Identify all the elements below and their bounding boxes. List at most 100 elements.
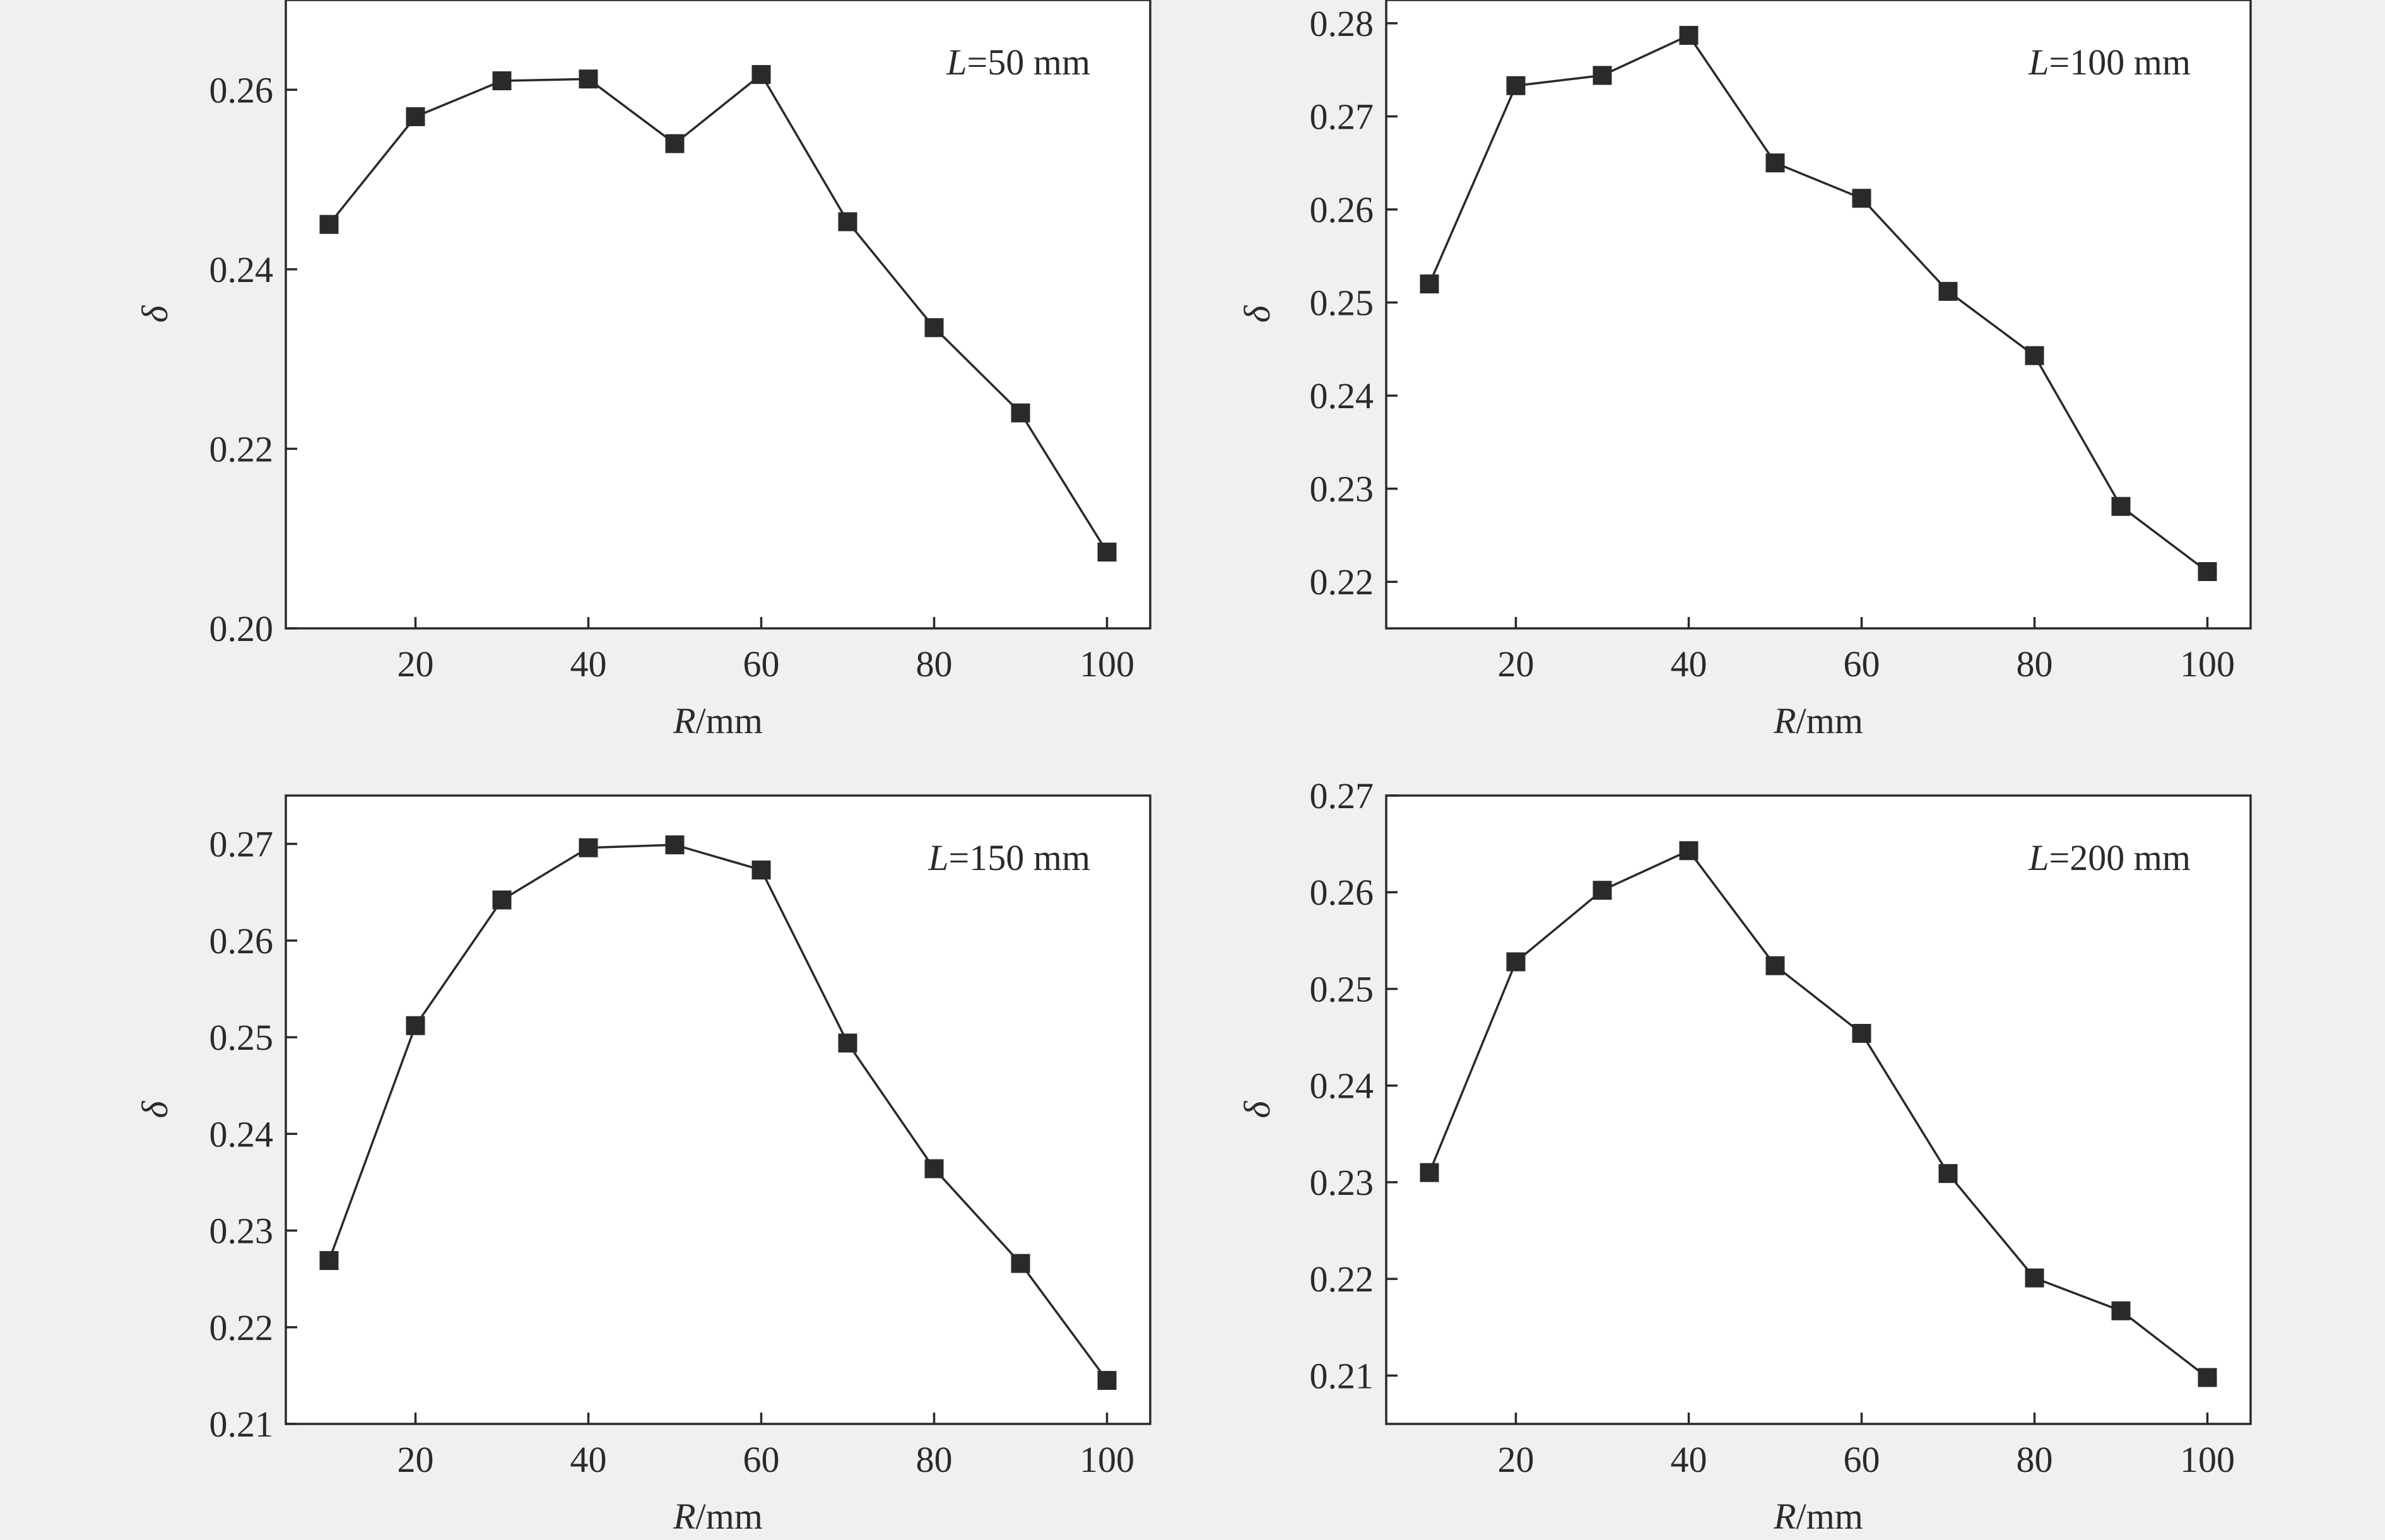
x-axis-unit: /mm — [696, 700, 763, 741]
panel-2: 20 40 60 80 100 0.22 0.23 0.24 0.25 0.26 0.27 0.28 R… — [1237, 0, 2252, 741]
plot-frame — [1385, 0, 2252, 630]
data-point — [2111, 497, 2131, 516]
x-tick-label: 80 — [2017, 644, 2053, 685]
plot-frame — [1385, 794, 2252, 1425]
data-point — [665, 835, 685, 855]
annotation-value: =100 mm — [2049, 42, 2191, 83]
y-tick-label: 0.26 — [1310, 189, 1374, 230]
y-tick-label: 0.21 — [209, 1404, 274, 1445]
annotation-value: =50 mm — [967, 42, 1090, 83]
data-point — [1938, 281, 1958, 301]
y-axis-label: δ — [1237, 305, 1278, 322]
panel-annotation: L=150 mm — [928, 837, 1090, 878]
y-axis-label: δ — [134, 305, 175, 322]
data-point — [1765, 956, 1785, 975]
y-tick-label: 0.25 — [1310, 968, 1374, 1009]
y-tick-label: 0.27 — [209, 824, 274, 865]
panel-1: 20 40 60 80 100 0.20 0.22 0.24 0.26 R/mm δ L=50 mm — [134, 0, 1151, 741]
y-tick-label: 0.23 — [209, 1211, 274, 1252]
x-tick-label: 20 — [398, 1439, 434, 1480]
annotation-value: =200 mm — [2049, 837, 2191, 878]
x-tick-label: 60 — [1844, 1439, 1880, 1480]
series-line — [327, 843, 1108, 1382]
x-axis-label: R/mm — [673, 1496, 763, 1537]
x-tick-label: 40 — [570, 1439, 607, 1480]
y-tick-label: 0.21 — [1310, 1355, 1374, 1396]
x-axis-unit: /mm — [696, 1496, 763, 1537]
annotation-variable: L — [928, 837, 948, 878]
y-tick-label: 0.23 — [1310, 1162, 1374, 1203]
panel-annotation: L=50 mm — [946, 42, 1090, 83]
data-point — [924, 1159, 944, 1179]
x-tick-label: 40 — [1671, 1439, 1707, 1480]
x-axis-label: R/mm — [673, 700, 763, 741]
x-tick-label: 100 — [2180, 1439, 2235, 1480]
y-tick-label: 0.22 — [1310, 1259, 1374, 1300]
y-tick-label: 0.26 — [209, 920, 274, 961]
x-axis-variable: R — [1773, 1496, 1796, 1537]
panel-annotation: L=200 mm — [2028, 837, 2191, 878]
y-tick-label: 0.22 — [209, 428, 274, 469]
plot-frame — [285, 794, 1151, 1425]
data-point — [1097, 1371, 1117, 1390]
data-point — [1679, 26, 1699, 45]
data-point — [838, 1033, 857, 1053]
y-tick-label: 0.24 — [1310, 1066, 1374, 1107]
x-tick-label: 20 — [1498, 644, 1534, 685]
annotation-variable: L — [2028, 42, 2049, 83]
y-tick-label: 0.23 — [1310, 469, 1374, 510]
y-tick-label: 0.26 — [209, 69, 274, 110]
data-point — [1765, 153, 1785, 173]
x-tick-label: 40 — [570, 644, 607, 685]
data-point — [838, 212, 857, 232]
data-point — [751, 65, 771, 85]
plot-frame — [285, 0, 1151, 630]
y-tick-label: 0.22 — [1310, 561, 1374, 602]
data-point — [1011, 403, 1030, 423]
panel-annotation: L=100 mm — [2028, 42, 2191, 83]
data-point — [924, 318, 944, 338]
x-tick-label: 40 — [1671, 644, 1707, 685]
data-point — [579, 838, 598, 857]
data-point — [2198, 1368, 2217, 1387]
x-axis-variable: R — [1773, 700, 1796, 741]
x-axis-variable: R — [673, 1496, 695, 1537]
x-tick-label: 100 — [2180, 644, 2235, 685]
x-axis-unit: /mm — [1796, 700, 1863, 741]
data-point — [665, 134, 685, 153]
y-tick-label: 0.24 — [209, 1114, 274, 1155]
data-point — [1506, 952, 1526, 972]
x-tick-label: 80 — [916, 1439, 953, 1480]
y-tick-label: 0.20 — [209, 608, 274, 649]
data-point — [1679, 841, 1699, 861]
data-point — [1593, 881, 1612, 900]
data-point — [1011, 1254, 1030, 1273]
series-line — [1428, 33, 2208, 573]
y-tick-label: 0.28 — [1310, 3, 1374, 44]
x-tick-label: 20 — [398, 644, 434, 685]
x-tick-label: 80 — [2017, 1439, 2053, 1480]
x-tick-label: 100 — [1080, 644, 1134, 685]
data-point — [1420, 274, 1439, 294]
data-point — [751, 860, 771, 879]
x-axis-label: R/mm — [1773, 700, 1863, 741]
y-axis-label: δ — [134, 1100, 175, 1118]
x-tick-label: 60 — [743, 644, 780, 685]
data-point — [319, 215, 339, 234]
data-point — [1938, 1164, 1958, 1184]
data-point — [492, 71, 512, 91]
annotation-variable: L — [2028, 837, 2049, 878]
data-point — [2025, 346, 2044, 365]
annotation-value: =150 mm — [949, 837, 1090, 878]
y-tick-label: 0.25 — [209, 1017, 274, 1058]
data-point — [1420, 1163, 1439, 1182]
y-tick-label: 0.27 — [1310, 775, 1374, 816]
x-tick-label: 100 — [1080, 1439, 1134, 1480]
series-line — [328, 73, 1108, 553]
x-tick-label: 20 — [1498, 1439, 1534, 1480]
x-tick-label: 60 — [1844, 644, 1880, 685]
annotation-variable: L — [946, 42, 967, 83]
data-point — [2025, 1268, 2044, 1288]
y-tick-label: 0.24 — [209, 249, 274, 290]
